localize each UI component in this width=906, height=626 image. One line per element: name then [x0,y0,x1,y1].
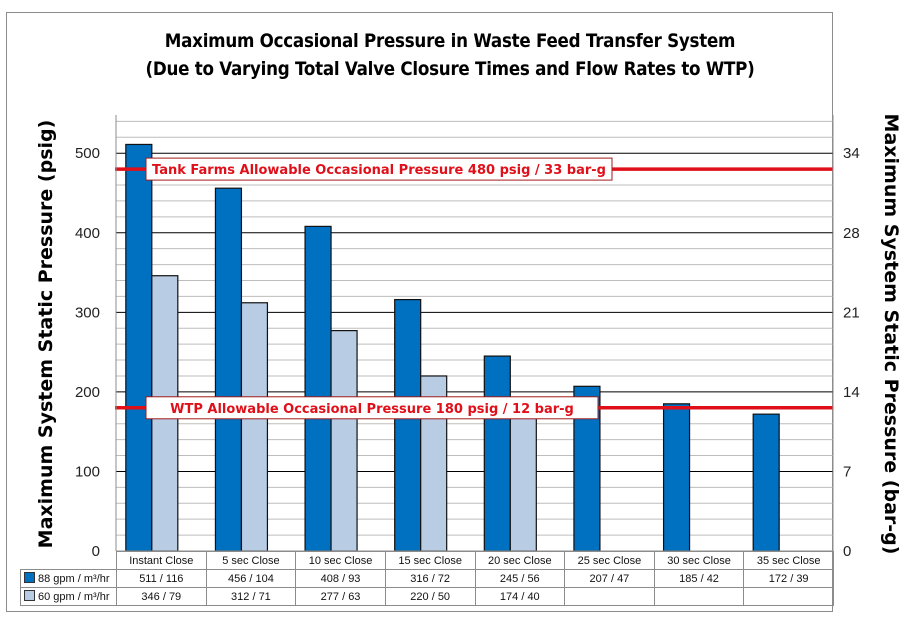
y-tick-label-right: 21 [843,304,860,321]
y-tick-label-left: 500 [75,145,100,162]
bar-88gpm [125,143,153,552]
bar-88gpm [483,355,511,552]
y-axis-label-right: Maximum System Static Pressure (bar-g) [880,114,902,555]
data-value-cell: 346 / 79 [116,587,207,606]
category-label: 5 sec Close [205,551,297,570]
bar-60gpm [330,330,358,552]
table-row: 60 gpm / m³/hr 346 / 79 312 / 71 277 / 63 22… [20,587,834,606]
y-tick-label-left: 300 [75,304,100,321]
data-value-cell: 245 / 56 [474,569,566,588]
chart-title: Maximum Occasional Pressure in Waste Fee… [164,30,736,52]
category-label: 15 sec Close [384,551,476,570]
bar-88gpm [394,298,422,552]
y-tick-label-left: 200 [75,384,100,401]
legend-label: 60 gpm / m³/hr [38,591,110,603]
data-value-cell: 185 / 42 [653,569,745,588]
data-table: Instant Close 5 sec Close 10 sec Close 15 s… [20,551,834,606]
y-axis-label-left: Maximum System Static Pressure (psig) [35,120,57,549]
y-tick-label-right: 7 [843,463,851,480]
reference-label-box [145,157,613,181]
legend-swatch-icon [24,590,35,601]
data-value-cell: 207 / 47 [564,569,655,588]
reference-label-box [145,396,599,420]
data-value-cell: 277 / 63 [295,587,386,606]
y-tick-label-right: 0 [843,543,851,560]
legend-label: 88 gpm / m³/hr [38,573,110,585]
reference-label: WTP Allowable Occasional Pressure 180 ps… [170,402,574,417]
table-row: 88 gpm / m³/hr 511 / 116 456 / 104 408 / 93… [20,569,834,588]
y-tick-label-left: 0 [92,543,100,560]
bar-60gpm [509,411,537,552]
data-value-cell [653,587,745,606]
y-tick-label-right: 14 [843,384,860,401]
data-value-cell: 174 / 40 [474,587,566,606]
data-value-cell: 408 / 93 [295,569,386,588]
bar-88gpm [304,225,332,552]
category-label: 25 sec Close [564,551,655,570]
data-value-cell: 312 / 71 [205,587,297,606]
axes: 0 100 200 300 400 500 0 7 14 21 28 34 [75,115,860,560]
y-tick-label-right: 28 [843,225,860,242]
table-corner [21,552,117,570]
chart-subtitle: (Due to Varying Total Valve Closure Time… [145,58,755,80]
bar-88gpm [214,187,243,552]
bar-88gpm [752,413,780,552]
data-value-cell: 511 / 116 [116,569,207,588]
bar-88gpm [662,403,691,552]
y-tick-label-left: 100 [75,463,100,480]
data-value-cell [743,587,834,606]
legend-swatch-icon [24,572,35,583]
category-label: 35 sec Close [743,551,834,570]
data-value-cell [564,587,655,606]
table-header-row: Instant Close 5 sec Close 10 sec Close 15 s… [21,551,834,570]
data-value-cell: 220 / 50 [384,587,476,606]
bar-60gpm [240,302,269,552]
legend-entry: 88 gpm / m³/hr [20,569,117,588]
reference-label: Tank Farms Allowable Occasional Pressure… [152,163,606,178]
bars [125,143,780,552]
y-tick-label-right: 34 [843,145,860,162]
category-label: 10 sec Close [295,551,386,570]
y-tick-label-left: 400 [75,225,100,242]
reference-lines: Tank Farms Allowable Occasional Pressure… [115,157,833,420]
data-value-cell: 456 / 104 [205,569,297,588]
category-label: Instant Close [116,551,207,570]
legend-entry: 60 gpm / m³/hr [20,587,117,606]
category-label: 30 sec Close [653,551,745,570]
category-label: 20 sec Close [474,551,566,570]
data-value-cell: 172 / 39 [743,569,834,588]
data-value-cell: 316 / 72 [384,569,476,588]
